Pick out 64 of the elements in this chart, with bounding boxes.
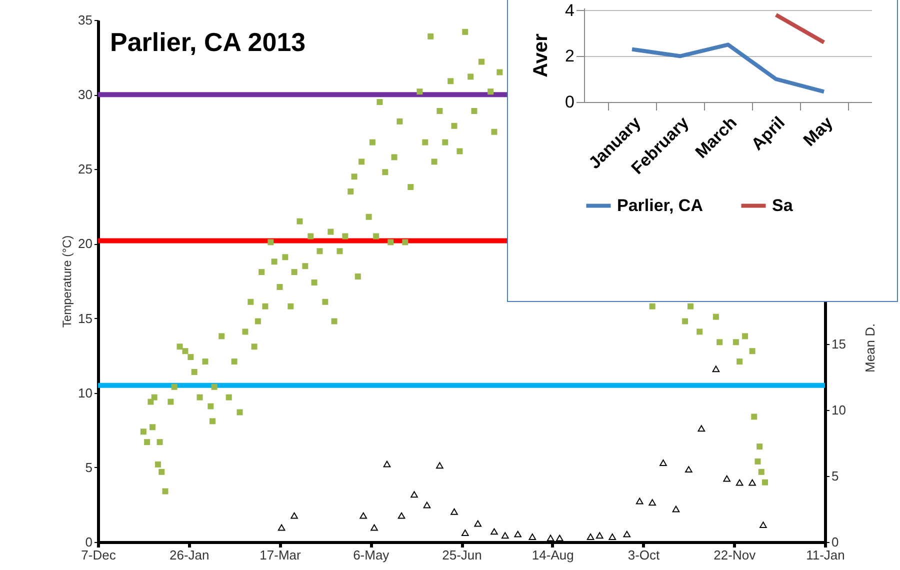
x-tick-label: 25-Jun [442, 548, 482, 562]
y-tick-label: 25 [78, 162, 92, 177]
point [436, 462, 444, 469]
point [360, 512, 368, 519]
y2-tick-label: 10 [832, 402, 846, 418]
y-tick-label: 20 [78, 236, 92, 252]
point [596, 532, 604, 539]
y-tick-label: 4 [565, 0, 574, 20]
point [398, 512, 406, 519]
x-tick-label: 14-Aug [532, 548, 574, 562]
point [698, 425, 706, 432]
point [370, 524, 378, 531]
point [672, 506, 680, 512]
legend-label: Sa [772, 196, 794, 215]
point [556, 534, 564, 542]
x-tick-label: 6-May [353, 548, 390, 562]
x-tick-label: 22-Nov [714, 548, 756, 562]
x-tick-label: 11-Jan [806, 548, 845, 562]
y2-tick-label: 15 [832, 336, 846, 352]
y-tick-label: 10 [78, 385, 92, 400]
point [648, 499, 656, 506]
point [501, 532, 509, 539]
y-tick-label: 30 [78, 87, 92, 102]
chart-title: Parlier, CA 2013 [110, 27, 306, 57]
line-series [630, 42, 826, 94]
point [490, 528, 498, 535]
x-tick-label: 17-Mar [260, 548, 302, 562]
y-tick-label: 15 [78, 310, 92, 326]
y-tick-label: 5 [85, 460, 92, 475]
x-tick-label: 3-Oct [628, 548, 660, 562]
point [528, 533, 536, 540]
point [278, 524, 286, 531]
y2-tick-label: 0 [832, 534, 839, 550]
y-tick-label: 2 [565, 46, 574, 66]
point [660, 459, 667, 466]
point [748, 479, 756, 486]
point [383, 460, 391, 468]
y-tick-label: 0 [85, 534, 92, 550]
point [723, 475, 731, 482]
y2-tick-label: 5 [832, 468, 839, 484]
point [290, 512, 298, 519]
point [450, 508, 458, 515]
point [546, 534, 554, 542]
y-tick-label: 35 [78, 12, 92, 28]
point [636, 498, 644, 504]
point [514, 530, 522, 538]
y-axis-title: Temperature (°C) [60, 235, 74, 328]
y-tick-label: 0 [565, 92, 574, 112]
point [423, 502, 431, 508]
point [474, 520, 482, 527]
point [608, 533, 616, 540]
point [461, 530, 469, 536]
x-tick-label: 7-Dec [81, 548, 116, 562]
x-tick-label: 26-Jan [170, 548, 210, 562]
point [586, 533, 594, 540]
y2-axis-title: Mean D. [862, 323, 878, 372]
legend-label: Parlier, CA [617, 196, 703, 215]
point [712, 366, 720, 372]
point [685, 466, 692, 473]
point [760, 522, 767, 528]
point [736, 479, 744, 486]
point [410, 491, 418, 498]
y-axis-title: Aver [530, 33, 552, 78]
point [623, 530, 631, 538]
